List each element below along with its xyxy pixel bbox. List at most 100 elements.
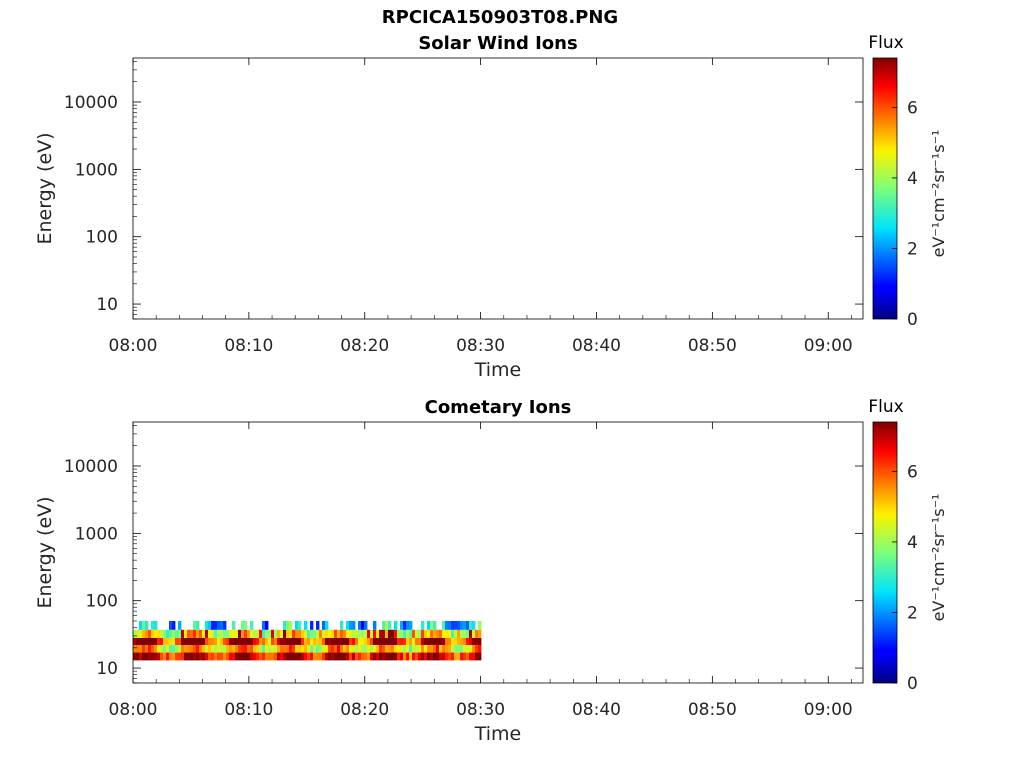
- spectrogram-cell: [151, 652, 155, 661]
- spectrogram-cell: [436, 629, 440, 638]
- spectrogram-cell: [259, 644, 263, 653]
- y-axis-label: Energy (eV): [34, 496, 56, 608]
- spectrogram-cell: [295, 620, 299, 630]
- spectrogram-cell: [475, 629, 479, 638]
- spectrogram-cell: [136, 652, 140, 661]
- spectrogram-cell: [307, 644, 311, 653]
- spectrogram-cell: [304, 644, 308, 653]
- spectrogram-cell: [202, 652, 206, 661]
- spectrogram-cell: [373, 629, 377, 638]
- spectrogram-cell: [214, 644, 218, 653]
- spectrogram-cell: [172, 620, 176, 630]
- spectrogram-cell: [295, 652, 299, 661]
- spectrogram-data: [133, 620, 482, 661]
- spectrogram-cell: [190, 652, 194, 661]
- spectrogram-cell: [295, 629, 299, 638]
- spectrogram-cell: [466, 652, 470, 661]
- spectrogram-cell: [283, 629, 287, 638]
- spectrogram-cell: [217, 652, 221, 661]
- colorbar-tick-label: 4: [907, 169, 918, 189]
- spectrogram-cell: [157, 652, 161, 661]
- spectrogram-cell: [265, 644, 269, 653]
- spectrogram-cell: [403, 644, 407, 653]
- spectrogram-cell: [334, 637, 338, 645]
- spectrogram-cell: [418, 652, 422, 661]
- spectrogram-cell: [364, 620, 368, 630]
- spectrogram-cell: [250, 652, 254, 661]
- spectrogram-cell: [316, 644, 320, 653]
- spectrogram-cell: [268, 629, 272, 638]
- spectrogram-cell: [409, 620, 413, 630]
- spectrogram-cell: [364, 629, 368, 638]
- spectrogram-cell: [388, 620, 392, 630]
- spectrogram-cell: [175, 652, 179, 661]
- spectrogram-cell: [223, 644, 227, 653]
- spectrogram-cell: [421, 637, 425, 645]
- spectrogram-cell: [190, 644, 194, 653]
- spectrogram-cell: [244, 629, 248, 638]
- spectrogram-cell: [145, 652, 149, 661]
- spectrogram-cell: [433, 644, 437, 653]
- spectrogram-cell: [160, 629, 164, 638]
- spectrogram-cell: [235, 652, 239, 661]
- spectrogram-cell: [322, 620, 326, 630]
- spectrogram-cell: [367, 629, 371, 638]
- spectrogram-cell: [361, 652, 365, 661]
- spectrogram-cell: [334, 629, 338, 638]
- spectrogram-cell: [421, 620, 425, 630]
- spectrogram-cell: [370, 629, 374, 638]
- colorbar-tick-label: 6: [907, 98, 918, 118]
- x-tick-label: 08:30: [456, 700, 505, 720]
- spectrogram-cell: [202, 644, 206, 653]
- spectrogram-cell: [286, 629, 290, 638]
- spectrogram-cell: [202, 637, 206, 645]
- spectrogram-cell: [397, 644, 401, 653]
- spectrogram-cell: [352, 629, 356, 638]
- spectrogram-cell: [346, 644, 350, 653]
- spectrogram-cell: [283, 652, 287, 661]
- y-tick-label: 10000: [64, 93, 118, 113]
- spectrogram-cell: [430, 652, 434, 661]
- spectrogram-cell: [454, 637, 458, 645]
- spectrogram-cell: [280, 629, 284, 638]
- colorbar-tick-label: 6: [907, 462, 918, 482]
- spectrogram-cell: [352, 620, 356, 630]
- spectrogram-cell: [286, 652, 290, 661]
- spectrogram-cell: [205, 637, 209, 645]
- x-tick-label: 08:10: [224, 336, 273, 356]
- spectrogram-cell: [277, 644, 281, 653]
- spectrogram-cell: [193, 652, 197, 661]
- spectrogram-cell: [154, 629, 158, 638]
- spectrogram-cell: [196, 620, 200, 630]
- spectrogram-cell: [256, 629, 260, 638]
- spectrogram-cell: [208, 652, 212, 661]
- spectrogram-cell: [376, 637, 380, 645]
- spectrogram-cell: [325, 637, 329, 645]
- spectrogram-cell: [358, 620, 362, 630]
- spectrogram-cell: [454, 644, 458, 653]
- spectrogram-cell: [280, 652, 284, 661]
- spectrogram-cell: [163, 629, 167, 638]
- spectrogram-cell: [418, 644, 422, 653]
- spectrogram-cell: [349, 637, 353, 645]
- spectrogram-cell: [301, 629, 305, 638]
- spectrogram-cell: [145, 637, 149, 645]
- spectrogram-cell: [355, 637, 359, 645]
- spectrogram-cell: [304, 620, 308, 630]
- spectrogram-cell: [460, 620, 464, 630]
- spectrogram-cell: [205, 620, 209, 630]
- spectrogram-cell: [370, 637, 374, 645]
- spectrogram-cell: [424, 629, 428, 638]
- spectrogram-cell: [382, 629, 386, 638]
- spectrogram-cell: [187, 644, 191, 653]
- spectrogram-cell: [238, 629, 242, 638]
- spectrogram-cell: [439, 629, 443, 638]
- spectrogram-cell: [310, 620, 314, 630]
- spectrogram-cell: [301, 652, 305, 661]
- spectrogram-cell: [424, 652, 428, 661]
- spectrogram-cell: [337, 652, 341, 661]
- spectrogram-cell: [340, 629, 344, 638]
- spectrogram-cell: [271, 637, 275, 645]
- spectrogram-cell: [151, 629, 155, 638]
- spectrogram-cell: [268, 644, 272, 653]
